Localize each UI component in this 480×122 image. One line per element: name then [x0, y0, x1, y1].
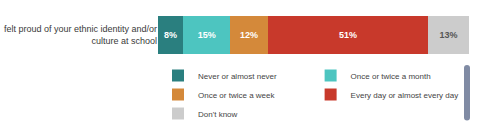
svg-text:12%: 12%	[240, 30, 258, 40]
svg-text:13%: 13%	[439, 30, 457, 40]
svg-text:Don't know: Don't know	[198, 110, 238, 119]
svg-text:Once or twice a week: Once or twice a week	[198, 91, 275, 100]
svg-text:Never or almost never: Never or almost never	[198, 72, 277, 81]
svg-text:felt proud of your ethnic iden: felt proud of your ethnic identity and/o…	[4, 24, 157, 46]
svg-text:51%: 51%	[339, 30, 357, 40]
svg-text:Once or twice a month: Once or twice a month	[351, 72, 431, 81]
svg-text:Every day or almost every day: Every day or almost every day	[351, 91, 459, 100]
svg-text:15%: 15%	[198, 30, 216, 40]
svg-text:8%: 8%	[164, 30, 177, 40]
